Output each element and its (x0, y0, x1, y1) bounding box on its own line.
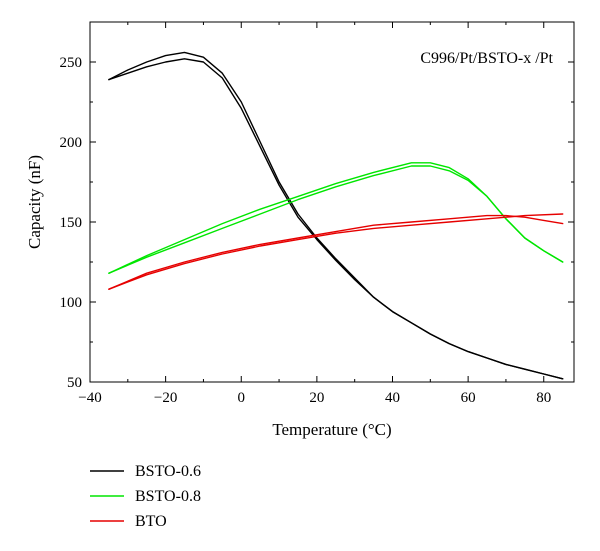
y-tick-label: 150 (60, 215, 83, 231)
y-tick-label: 250 (60, 55, 83, 71)
y-axis-label: Capacity (nF) (25, 155, 44, 249)
legend-label: BSTO-0.8 (135, 488, 201, 505)
x-tick-label: 80 (536, 390, 551, 406)
legend-label: BSTO-0.6 (135, 463, 201, 480)
y-tick-label: 200 (60, 135, 83, 151)
axis-ticks: −40 −20 0 20 40 60 80 50 100 150 200 250 (60, 21, 574, 406)
x-tick-label: 60 (461, 390, 476, 406)
chart-annotation: C996/Pt/BSTO-x /Pt (420, 50, 553, 67)
series-line-bsto-0-8-2 (108, 165, 564, 274)
series-line-bto-1 (108, 213, 564, 290)
series-line-bto-2 (108, 214, 564, 290)
series-line-bsto-0-6-2 (108, 58, 564, 380)
x-tick-label: −20 (154, 390, 177, 406)
x-tick-label: 40 (385, 390, 400, 406)
x-tick-label: 0 (238, 390, 246, 406)
plot-frame (89, 21, 575, 383)
legend: BSTO-0.6 BSTO-0.8 BTO (90, 463, 201, 530)
x-tick-label: 20 (309, 390, 324, 406)
legend-label: BTO (135, 513, 167, 530)
plot-content (108, 51, 564, 380)
y-tick-label: 100 (60, 295, 83, 311)
x-tick-label: −40 (78, 390, 101, 406)
x-axis-label: Temperature (°C) (272, 420, 391, 439)
y-tick-label: 50 (67, 375, 82, 391)
